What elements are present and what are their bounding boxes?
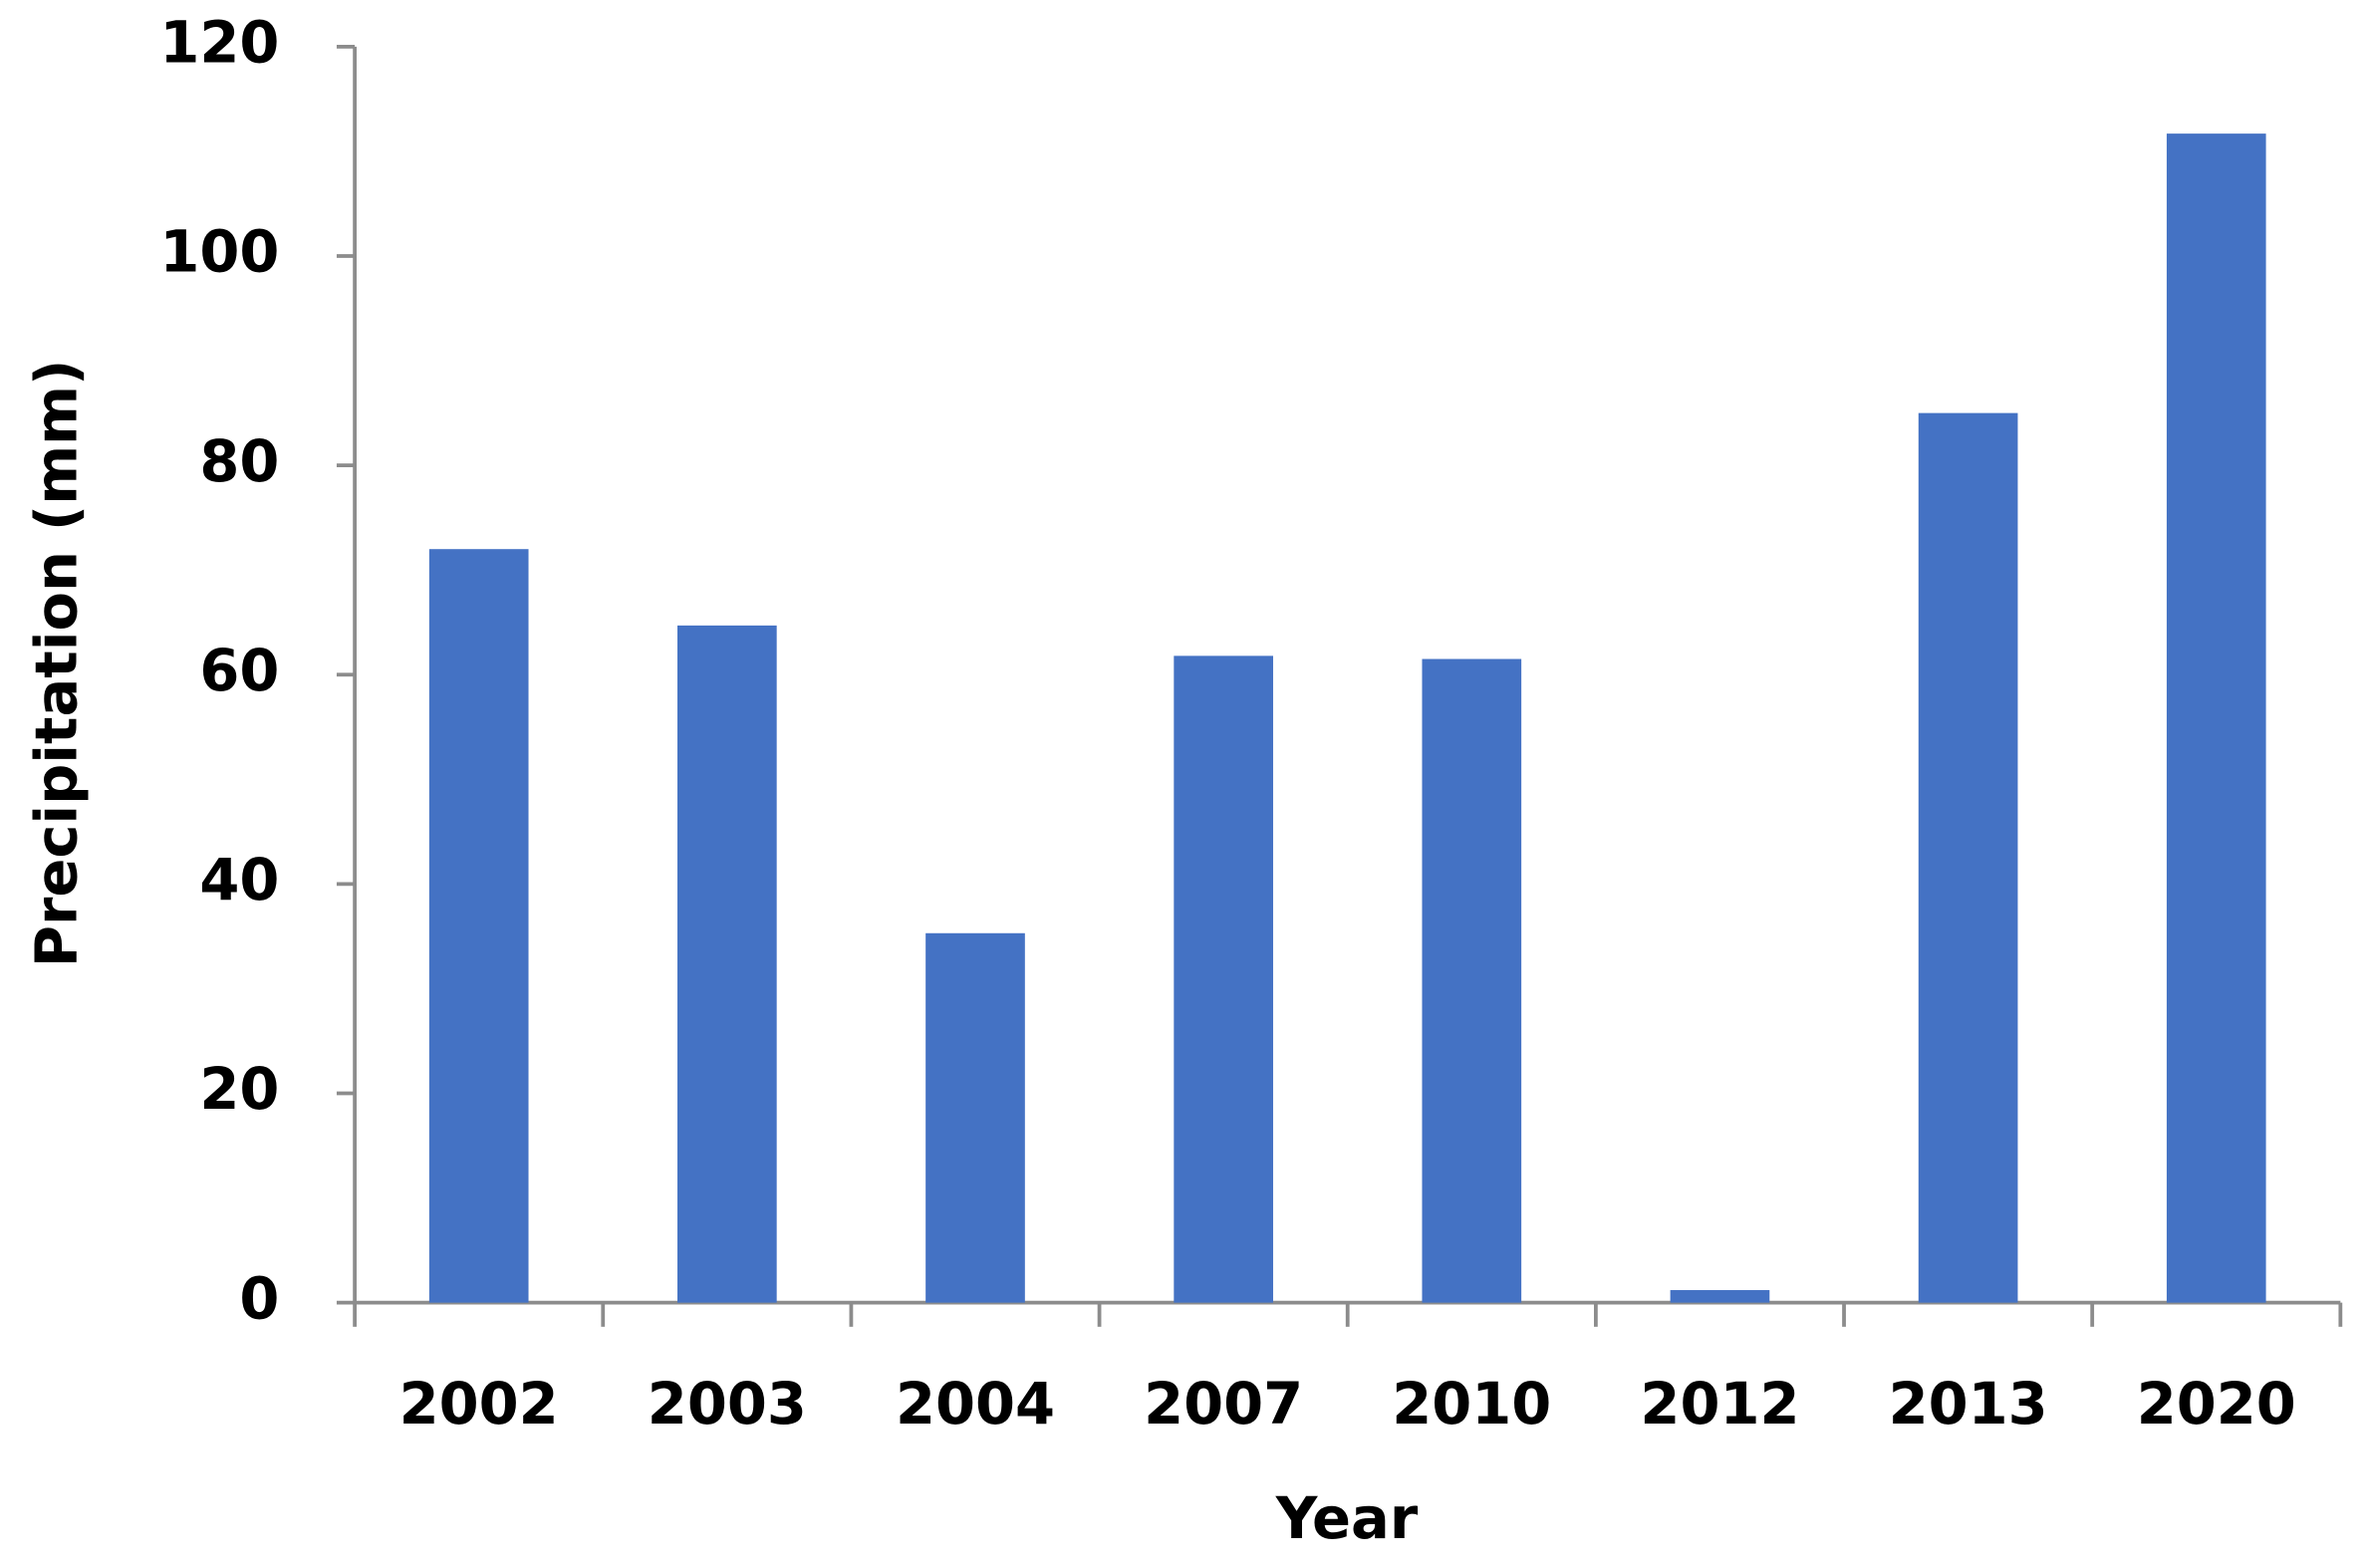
y-tick-label: 40 — [199, 847, 279, 914]
y-tick-label: 100 — [159, 219, 279, 286]
y-tick-label: 60 — [199, 638, 279, 704]
x-tick-label: 2010 — [1392, 1371, 1551, 1437]
y-tick-label: 120 — [159, 10, 279, 77]
y-tick-label: 0 — [239, 1265, 279, 1332]
bar — [428, 549, 529, 1303]
x-tick-label: 2020 — [2137, 1371, 2296, 1437]
y-tick-label: 80 — [199, 428, 279, 495]
bar — [677, 625, 777, 1303]
x-axis-label: Year — [1275, 1485, 1419, 1552]
bar — [1670, 1290, 1770, 1303]
x-tick-label: 2013 — [1889, 1371, 2048, 1437]
bar — [1422, 658, 1522, 1303]
bar — [1918, 412, 2018, 1303]
x-tick-label: 2007 — [1144, 1371, 1303, 1437]
x-tick-label: 2003 — [648, 1371, 807, 1437]
x-tick-label: 2004 — [896, 1371, 1055, 1437]
bar — [925, 932, 1025, 1303]
bar — [1174, 655, 1273, 1303]
y-tick-label: 20 — [199, 1056, 279, 1123]
x-tick-label: 2002 — [399, 1371, 559, 1437]
x-tick-label: 2012 — [1640, 1371, 1799, 1437]
y-axis-label: Precipitation (mm) — [24, 360, 91, 967]
bar — [2166, 133, 2266, 1303]
